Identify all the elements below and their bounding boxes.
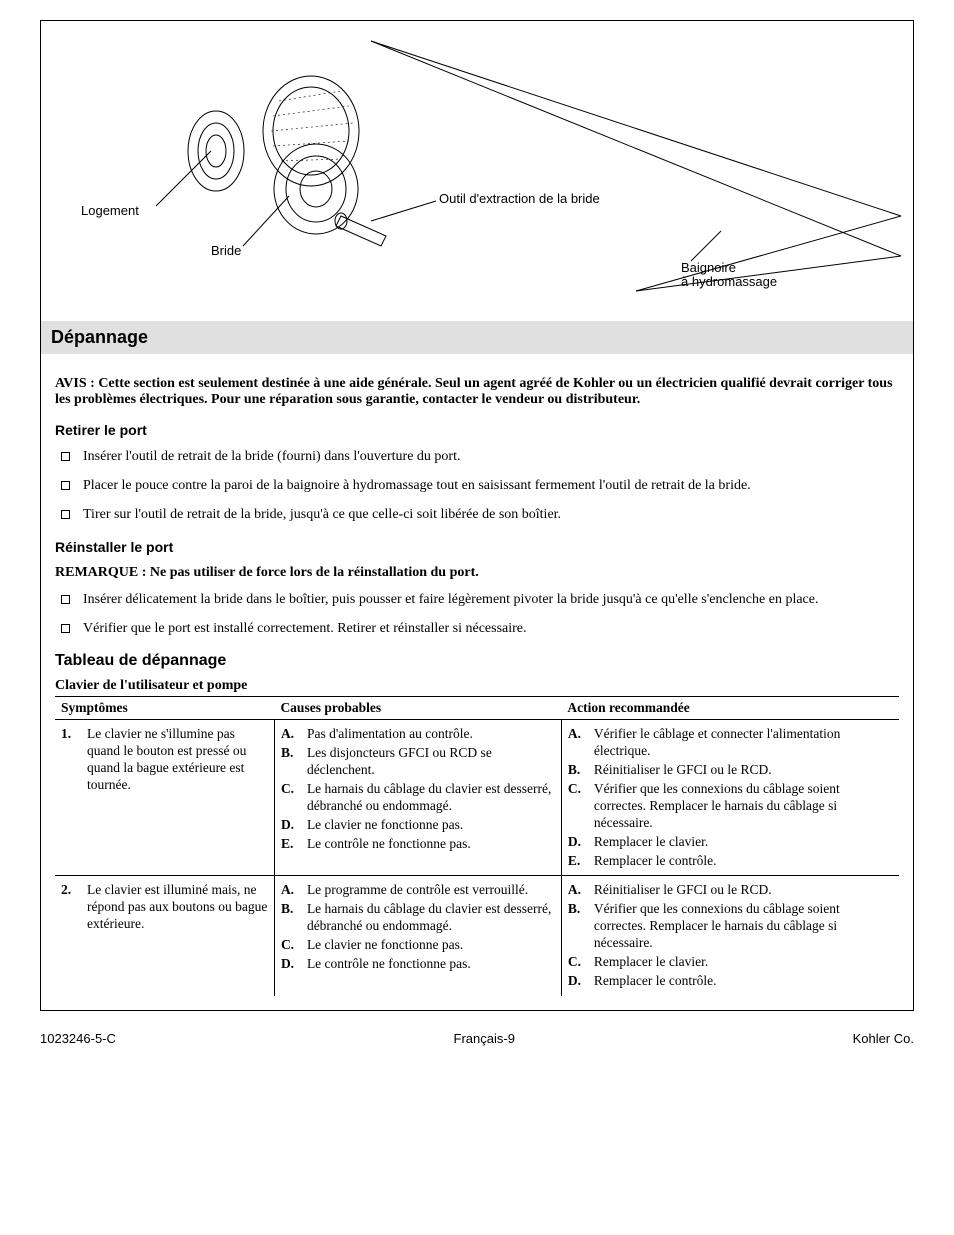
remark-reinstaller: REMARQUE : Ne pas utiliser de force lors… — [55, 565, 899, 581]
list-retirer: Insérer l'outil de retrait de la bride (… — [55, 448, 899, 525]
cell-item: A.Réinitialiser le GFCI ou le RCD. — [568, 882, 893, 899]
cell-item: B.Réinitialiser le GFCI ou le RCD. — [568, 762, 893, 779]
cell-actions: A.Vérifier le câblage et connecter l'ali… — [561, 720, 899, 876]
causes-list: A.Le programme de contrôle est verrouill… — [275, 876, 561, 978]
footer-right: Kohler Co. — [853, 1031, 914, 1046]
th-symptoms: Symptômes — [55, 697, 274, 720]
list-item: Insérer délicatement la bride dans le bo… — [59, 591, 899, 610]
cell-item: A.Vérifier le câblage et connecter l'ali… — [568, 726, 893, 760]
page-footer: 1023246-5-C Français-9 Kohler Co. — [40, 1031, 914, 1046]
th-actions: Action recommandée — [561, 697, 899, 720]
actions-list: A.Vérifier le câblage et connecter l'ali… — [562, 720, 899, 875]
list-item: Tirer sur l'outil de retrait de la bride… — [59, 506, 899, 525]
th-causes: Causes probables — [274, 697, 561, 720]
cell-item: D.Le clavier ne fonctionne pas. — [281, 817, 555, 834]
cell-item: A.Pas d'alimentation au contrôle. — [281, 726, 555, 743]
section-body: AVIS : Cette section est seulement desti… — [41, 354, 913, 1010]
cell-item: C.Remplacer le clavier. — [568, 954, 893, 971]
cell-item: D.Remplacer le contrôle. — [568, 973, 893, 990]
cell-item: D.Le contrôle ne fonctionne pas. — [281, 956, 555, 973]
list-reinstaller: Insérer délicatement la bride dans le bo… — [55, 591, 899, 639]
cell-item: C.Le harnais du câblage du clavier est d… — [281, 781, 555, 815]
footer-center: Français-9 — [454, 1031, 515, 1046]
cell-item: E.Le contrôle ne fonctionne pas. — [281, 836, 555, 853]
cell-symptom: 2.Le clavier est illuminé mais, ne répon… — [55, 876, 274, 996]
table-body: 1.Le clavier ne s'illumine pas quand le … — [55, 720, 899, 996]
cell-item: C.Le clavier ne fonctionne pas. — [281, 937, 555, 954]
cell-item: B.Vérifier que les connexions du câblage… — [568, 901, 893, 952]
list-item: Placer le pouce contre la paroi de la ba… — [59, 477, 899, 496]
cell-causes: A.Pas d'alimentation au contrôle. B.Les d… — [274, 720, 561, 876]
cell-symptom: 1.Le clavier ne s'illumine pas quand le … — [55, 720, 274, 876]
label-outil: Outil d'extraction de la bride — [439, 191, 600, 206]
cell-item: B.Les disjoncteurs GFCI ou RCD se déclen… — [281, 745, 555, 779]
notice-text: AVIS : Cette section est seulement desti… — [55, 376, 899, 408]
causes-list: A.Pas d'alimentation au contrôle. B.Les d… — [275, 720, 561, 858]
table-header-row: Symptômes Causes probables Action recomm… — [55, 697, 899, 720]
table-caption: Clavier de l'utilisateur et pompe — [55, 678, 899, 694]
cell-item: A.Le programme de contrôle est verrouill… — [281, 882, 555, 899]
label-logement: Logement — [81, 203, 139, 218]
cell-item: C.Vérifier que les connexions du câblage… — [568, 781, 893, 832]
page-frame: Logement Bride Outil d'extraction de la … — [40, 20, 914, 1011]
actions-list: A.Réinitialiser le GFCI ou le RCD. B.Véri… — [562, 876, 899, 995]
cell-causes: A.Le programme de contrôle est verrouill… — [274, 876, 561, 996]
troubleshooting-table: Symptômes Causes probables Action recomm… — [55, 696, 899, 995]
exploded-figure: Logement Bride Outil d'extraction de la … — [41, 21, 913, 321]
label-bride: Bride — [211, 243, 241, 258]
heading-reinstaller: Réinstaller le port — [55, 539, 899, 555]
heading-retirer: Retirer le port — [55, 422, 899, 438]
list-item: Insérer l'outil de retrait de la bride (… — [59, 448, 899, 467]
label-baignoire: Baignoire à hydromassage — [681, 261, 777, 290]
cell-item: B.Le harnais du câblage du clavier est d… — [281, 901, 555, 935]
table-title: Tableau de dépannage — [55, 652, 899, 670]
list-item: Vérifier que le port est installé correc… — [59, 620, 899, 639]
section-title-depannage: Dépannage — [41, 321, 913, 354]
figure-svg — [41, 21, 913, 321]
table-row: 2.Le clavier est illuminé mais, ne répon… — [55, 876, 899, 996]
footer-left: 1023246-5-C — [40, 1031, 116, 1046]
table-row: 1.Le clavier ne s'illumine pas quand le … — [55, 720, 899, 876]
cell-item: E.Remplacer le contrôle. — [568, 853, 893, 870]
cell-item: D.Remplacer le clavier. — [568, 834, 893, 851]
cell-actions: A.Réinitialiser le GFCI ou le RCD. B.Véri… — [561, 876, 899, 996]
